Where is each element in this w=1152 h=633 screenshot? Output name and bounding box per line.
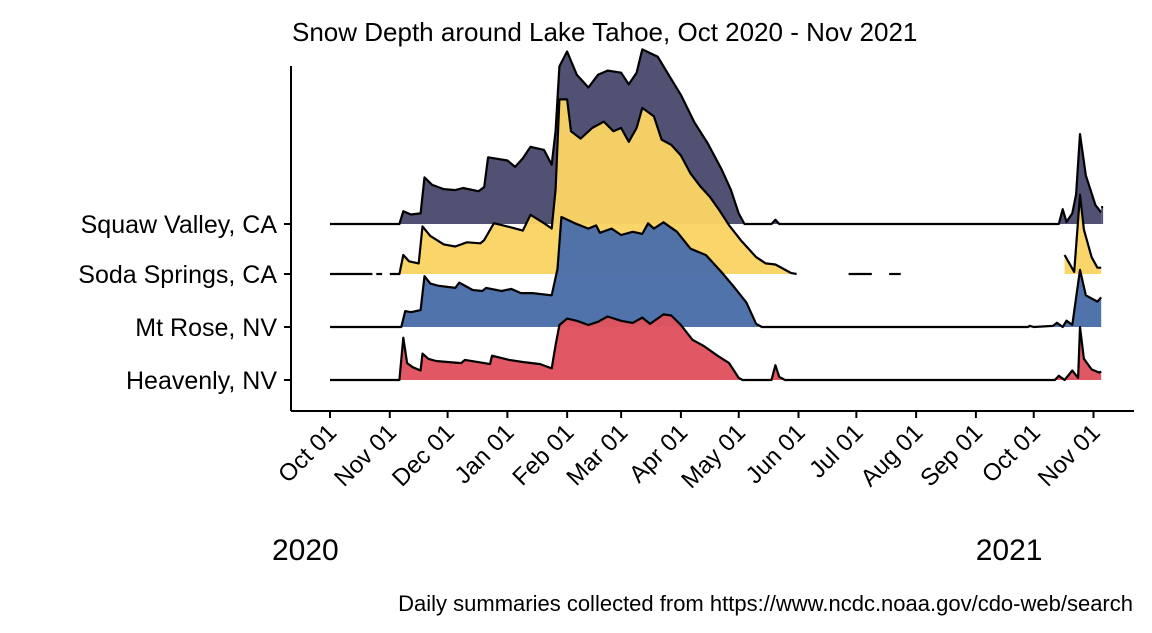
- ridge-line: [1063, 193, 1102, 273]
- ridge-heavenly-nv: [330, 313, 1102, 382]
- chart-title: Snow Depth around Lake Tahoe, Oct 2020 -…: [292, 17, 917, 47]
- x-tick-label: Jan 01: [450, 419, 520, 489]
- ridge-area: [330, 217, 1102, 327]
- year-label: 2021: [976, 534, 1043, 567]
- axes: [284, 66, 1134, 418]
- chart-caption: Daily summaries collected from https://w…: [398, 591, 1133, 616]
- ridge-area: [1064, 194, 1102, 274]
- ridge-area: [1101, 207, 1104, 224]
- ridge-line: [330, 215, 1103, 329]
- ridge-line: [330, 48, 1103, 226]
- x-tick-label: May 01: [676, 419, 751, 494]
- ridge-area: [330, 314, 1102, 380]
- x-tick-label: Aug 01: [855, 419, 928, 492]
- x-tick-label: Jun 01: [741, 419, 811, 489]
- x-tick-label: Dec 01: [387, 419, 460, 492]
- y-label-heavenly-nv: Heavenly, NV: [126, 367, 277, 395]
- x-tick-label: Oct 01: [977, 419, 1046, 488]
- y-label-mt-rose-nv: Mt Rose, NV: [135, 314, 277, 342]
- ridge-mt-rose-nv: [330, 215, 1103, 329]
- y-label-soda-springs-ca: Soda Springs, CA: [78, 261, 277, 289]
- ridge-line: [389, 98, 797, 276]
- x-tick-label: Sep 01: [915, 419, 988, 492]
- ridge-soda-springs-ca: [330, 98, 1102, 276]
- y-label-squaw-valley-ca: Squaw Valley, CA: [81, 211, 278, 239]
- ridge-line: [330, 313, 1102, 382]
- ridge-area: [330, 49, 1102, 225]
- y-axis-labels: Heavenly, NV Mt Rose, NV Soda Springs, CA S…: [78, 211, 277, 395]
- ridge-squaw-valley-ca: [330, 48, 1104, 226]
- x-tick-label: Oct 01: [273, 419, 342, 488]
- x-tick-label: Nov 01: [329, 419, 402, 492]
- ridges: [330, 48, 1104, 382]
- year-labels: 2020 2021: [272, 534, 1042, 567]
- year-label: 2020: [272, 534, 339, 567]
- x-tick-label: Mar 01: [561, 419, 633, 491]
- ridge-area: [389, 99, 797, 275]
- x-tick-label: Nov 01: [1033, 419, 1106, 492]
